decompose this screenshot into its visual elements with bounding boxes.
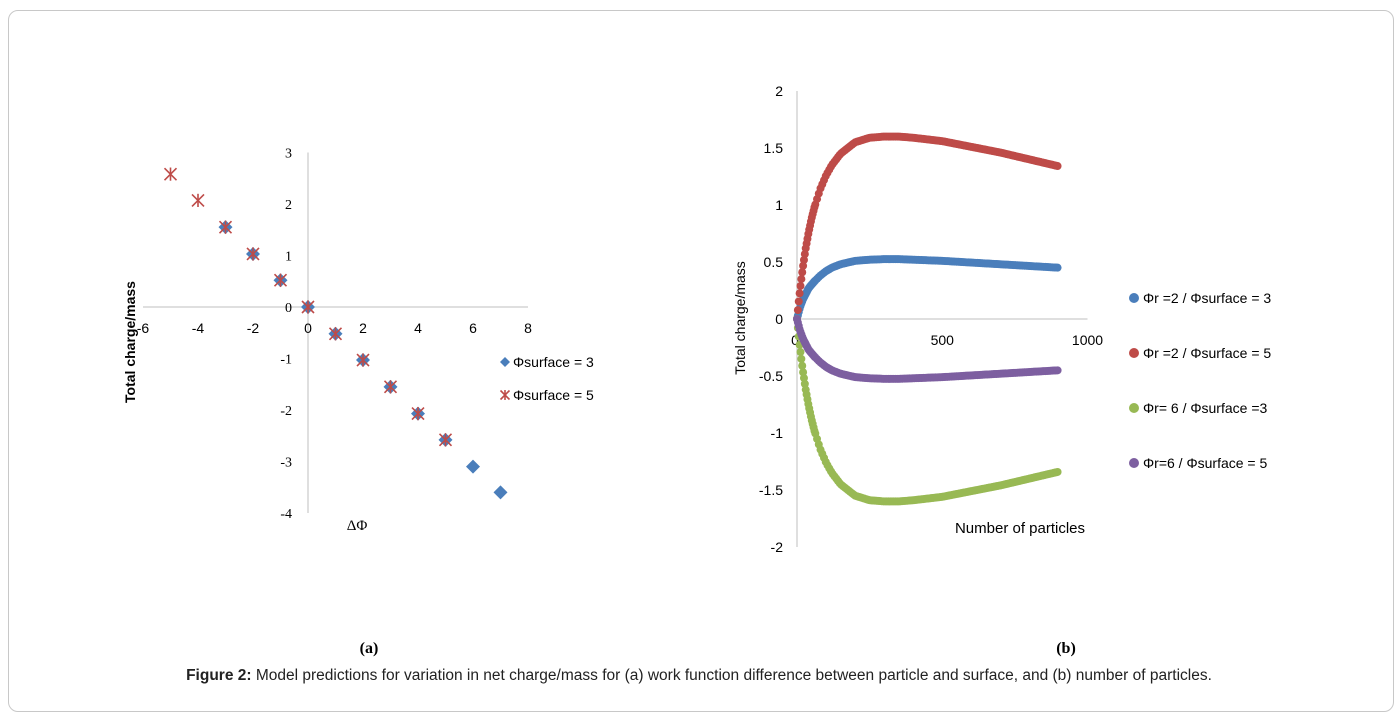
chart-b-point: [793, 306, 802, 315]
chart-b-x-tick: 500: [931, 332, 955, 348]
chart-b-x-tick: 0: [791, 332, 799, 348]
chart-a: -6 -4 -2 0 2 4 6 8 3 2 1 0 -1 -2 -3 -4 Total charge/mas…: [122, 147, 594, 658]
chart-a-y-tick: 2: [285, 198, 292, 213]
chart-a-ylabel: Total charge/mass: [122, 281, 138, 403]
chart-b-series: [793, 315, 1062, 506]
chart-a-point-star: [438, 433, 453, 447]
caption-text: Model predictions for variation in net c…: [255, 667, 1212, 684]
chart-b-legend-dot: [1129, 403, 1139, 413]
chart-b-series: [793, 255, 1062, 323]
chart-b-series: [793, 315, 1062, 383]
chart-a-legend-item: Φsurface = 3: [500, 354, 594, 370]
chart-a-legend-label: Φsurface = 3: [513, 354, 594, 370]
chart-b-point: [797, 275, 806, 284]
chart-b-point: [795, 289, 804, 298]
chart-b-panel-label: (b): [1056, 640, 1076, 657]
chart-a-point-star: [383, 380, 398, 394]
chart-a-x-tick: -2: [247, 320, 260, 336]
chart-b-series: [793, 132, 1062, 323]
chart-b-legend-dot: [1129, 458, 1139, 468]
chart-a-y-tick: 1: [285, 250, 292, 265]
chart-b-point: [798, 361, 807, 370]
chart-b-xlabel: Number of particles: [955, 520, 1085, 537]
chart-a-y-tick: 0: [285, 301, 292, 316]
chart-a-x-tick: 8: [524, 320, 532, 336]
figure-frame: [8, 10, 1394, 712]
chart-b-legend-item: Φr =2 / Φsurface = 3: [1129, 290, 1271, 306]
chart-b-point: [797, 354, 806, 363]
chart-a-point-diamond: [493, 485, 508, 500]
chart-a-x-tick: -4: [192, 320, 205, 336]
chart-b-legend-label: Φr =2 / Φsurface = 5: [1143, 345, 1271, 361]
chart-b-y-tick: 0.5: [764, 254, 784, 270]
chart-b-legend-item: Φr=6 / Φsurface = 5: [1129, 455, 1267, 471]
chart-a-y-tick: -1: [280, 353, 292, 368]
chart-a-point-star: [273, 273, 288, 287]
chart-a-point-star: [328, 327, 343, 341]
chart-b-x-tick: 1000: [1072, 332, 1103, 348]
chart-b-point: [796, 281, 805, 290]
chart-a-xlabel: ΔΦ: [347, 518, 368, 534]
chart-a-x-tick: 0: [304, 320, 312, 336]
chart-a-point-star: [411, 407, 425, 421]
caption-label: Figure 2:: [186, 667, 252, 684]
chart-b: 0 500 1000 2 1.5 1 0.5 0 -0.5 -1 -1.5 -2 Total char…: [732, 83, 1271, 657]
chart-a-point-star: [163, 167, 178, 181]
chart-b-point: [794, 297, 803, 306]
chart-a-legend-diamond: [500, 357, 510, 367]
chart-a-legend-item: Φsurface = 5: [499, 387, 594, 403]
chart-b-y-tick: -2: [771, 539, 784, 555]
chart-b-ylabel: Total charge/mass: [732, 261, 748, 375]
chart-b-legend-label: Φr =2 / Φsurface = 3: [1143, 290, 1271, 306]
chart-b-legend-label: Φr=6 / Φsurface = 5: [1143, 455, 1267, 471]
chart-a-point-star: [246, 247, 260, 261]
chart-b-point: [1053, 162, 1062, 171]
chart-a-y-tick: -2: [280, 404, 292, 419]
chart-a-x-tick: -6: [137, 320, 150, 336]
chart-b-point: [798, 268, 807, 277]
chart-a-y-tick: -4: [280, 507, 292, 522]
chart-b-point: [796, 348, 805, 357]
chart-a-point-star: [191, 193, 205, 207]
chart-a-point-diamond: [466, 459, 480, 474]
chart-b-y-tick: -1: [771, 425, 784, 441]
chart-b-legend-label: Φr= 6 / Φsurface =3: [1143, 400, 1267, 416]
chart-b-y-tick: 1.5: [764, 140, 784, 156]
chart-b-y-tick: 1: [775, 197, 783, 213]
chart-b-y-tick: -0.5: [759, 368, 783, 384]
chart-a-legend-label: Φsurface = 5: [513, 387, 594, 403]
chart-a-x-tick: 2: [359, 320, 367, 336]
chart-a-point-star: [301, 300, 315, 314]
chart-a-panel-label: (a): [360, 640, 379, 657]
chart-b-legend-item: Φr= 6 / Φsurface =3: [1129, 400, 1267, 416]
chart-a-point-star: [356, 353, 370, 367]
chart-a-x-tick: 6: [469, 320, 477, 336]
chart-b-y-tick: -1.5: [759, 482, 783, 498]
chart-b-legend-dot: [1129, 293, 1139, 303]
chart-b-y-tick: 0: [775, 311, 783, 327]
chart-a-point-star: [218, 220, 233, 234]
chart-b-legend-dot: [1129, 348, 1139, 358]
chart-b-y-tick: 2: [775, 83, 783, 99]
chart-b-legend-item: Φr =2 / Φsurface = 5: [1129, 345, 1271, 361]
chart-a-x-tick: 4: [414, 320, 422, 336]
chart-a-y-tick: 3: [285, 147, 292, 162]
chart-a-legend-star: [499, 389, 511, 401]
chart-b-point: [1053, 263, 1062, 272]
chart-a-y-tick: -3: [280, 456, 292, 471]
figure-caption: Figure 2: Model predictions for variatio…: [0, 667, 1398, 685]
chart-b-point: [1053, 467, 1062, 476]
chart-b-point: [1053, 366, 1062, 375]
